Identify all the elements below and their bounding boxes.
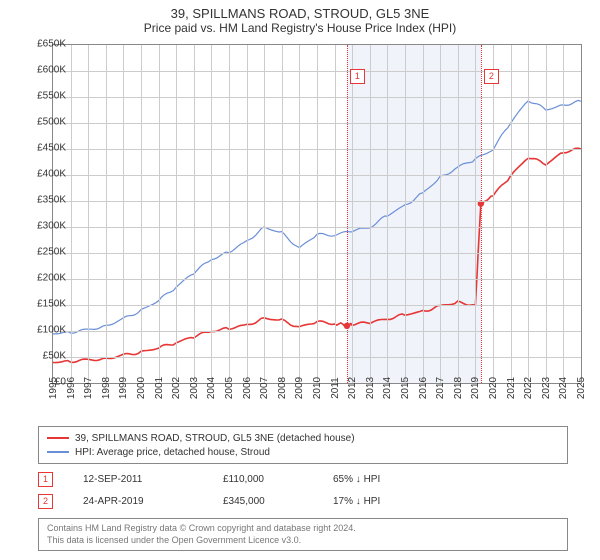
table-row: 1 12-SEP-2011 £110,000 65% ↓ HPI (38, 468, 568, 490)
legend-label: HPI: Average price, detached house, Stro… (75, 447, 270, 458)
chart-subtitle: Price paid vs. HM Land Registry's House … (0, 21, 600, 39)
footer-line: Contains HM Land Registry data © Crown c… (47, 523, 559, 535)
y-axis-tick-label: £650K (22, 39, 66, 50)
footer-line: This data is licensed under the Open Gov… (47, 535, 559, 547)
sale-relative: 65% ↓ HPI (333, 474, 423, 485)
x-axis-tick-label: 2019 (470, 377, 481, 399)
legend-label: 39, SPILLMANS ROAD, STROUD, GL5 3NE (det… (75, 433, 355, 444)
x-axis-tick-label: 2016 (418, 377, 429, 399)
sale-marker-icon: 1 (350, 69, 365, 84)
footer-attribution: Contains HM Land Registry data © Crown c… (38, 518, 568, 551)
x-axis-tick-label: 2004 (206, 377, 217, 399)
x-axis-tick-label: 2008 (277, 377, 288, 399)
y-axis-tick-label: £350K (22, 195, 66, 206)
plot-area: 12 (52, 44, 582, 384)
x-axis-tick-label: 2013 (365, 377, 376, 399)
x-axis-tick-label: 2003 (189, 377, 200, 399)
x-axis-tick-label: 2015 (400, 377, 411, 399)
x-axis-tick-label: 2006 (242, 377, 253, 399)
x-axis-tick-label: 2021 (506, 377, 517, 399)
chart-container: 39, SPILLMANS ROAD, STROUD, GL5 3NE Pric… (0, 0, 600, 560)
x-axis-tick-label: 2024 (558, 377, 569, 399)
x-axis-tick-label: 2007 (259, 377, 270, 399)
legend: 39, SPILLMANS ROAD, STROUD, GL5 3NE (det… (38, 426, 568, 464)
x-axis-tick-label: 2025 (576, 377, 587, 399)
y-axis-tick-label: £500K (22, 117, 66, 128)
x-axis-tick-label: 2014 (382, 377, 393, 399)
sale-marker-icon: 2 (38, 494, 53, 509)
y-axis-tick-label: £150K (22, 299, 66, 310)
table-row: 2 24-APR-2019 £345,000 17% ↓ HPI (38, 490, 568, 512)
y-axis-tick-label: £450K (22, 143, 66, 154)
x-axis-tick-label: 2000 (136, 377, 147, 399)
legend-item: HPI: Average price, detached house, Stro… (47, 445, 559, 459)
sale-marker-icon: 2 (484, 69, 499, 84)
y-axis-tick-label: £600K (22, 65, 66, 76)
y-axis-tick-label: £250K (22, 247, 66, 258)
x-axis-tick-label: 2022 (523, 377, 534, 399)
x-axis-tick-label: 1999 (118, 377, 129, 399)
y-axis-tick-label: £400K (22, 169, 66, 180)
sale-date: 12-SEP-2011 (83, 474, 223, 485)
sale-relative: 17% ↓ HPI (333, 496, 423, 507)
x-axis-tick-label: 1997 (83, 377, 94, 399)
sale-marker-icon: 1 (38, 472, 53, 487)
y-axis-tick-label: £0 (22, 377, 66, 388)
x-axis-tick-label: 2001 (154, 377, 165, 399)
x-axis-tick-label: 2018 (453, 377, 464, 399)
x-axis-tick-label: 2009 (294, 377, 305, 399)
y-axis-tick-label: £300K (22, 221, 66, 232)
y-axis-tick-label: £550K (22, 91, 66, 102)
y-axis-tick-label: £100K (22, 325, 66, 336)
x-axis-tick-label: 1995 (48, 377, 59, 399)
sale-price: £110,000 (223, 474, 333, 485)
chart-title: 39, SPILLMANS ROAD, STROUD, GL5 3NE (0, 0, 600, 21)
x-axis-tick-label: 2023 (541, 377, 552, 399)
x-axis-tick-label: 2017 (435, 377, 446, 399)
y-axis-tick-label: £50K (22, 351, 66, 362)
x-axis-tick-label: 1996 (66, 377, 77, 399)
x-axis-tick-label: 2020 (488, 377, 499, 399)
sale-price: £345,000 (223, 496, 333, 507)
x-axis-tick-label: 1998 (101, 377, 112, 399)
legend-swatch (47, 451, 69, 453)
x-axis-tick-label: 2005 (224, 377, 235, 399)
x-axis-tick-label: 2011 (330, 377, 341, 399)
legend-item: 39, SPILLMANS ROAD, STROUD, GL5 3NE (det… (47, 431, 559, 445)
legend-swatch (47, 437, 69, 439)
sale-date: 24-APR-2019 (83, 496, 223, 507)
x-axis-tick-label: 2010 (312, 377, 323, 399)
x-axis-tick-label: 2002 (171, 377, 182, 399)
x-axis-tick-label: 2012 (347, 377, 358, 399)
sales-table: 1 12-SEP-2011 £110,000 65% ↓ HPI 2 24-AP… (38, 468, 568, 512)
y-axis-tick-label: £200K (22, 273, 66, 284)
